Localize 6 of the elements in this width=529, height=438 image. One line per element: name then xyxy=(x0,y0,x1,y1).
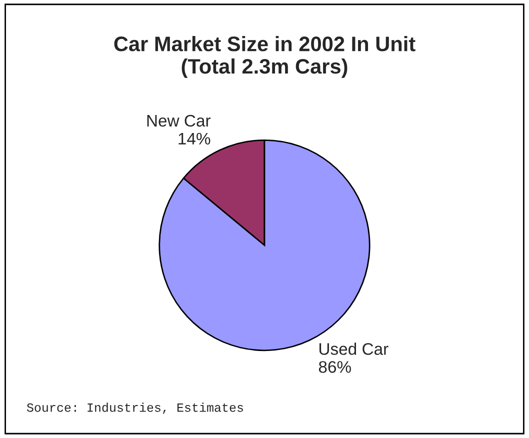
slice-label: New Car xyxy=(147,114,211,127)
slice-label: Used Car xyxy=(319,342,388,355)
data-label: 86% xyxy=(318,361,351,373)
source-note: Source: Industries, Estimates xyxy=(26,402,243,414)
chart-title: Car Market Size in 2002 In Unit (Total 2.3m Cars) xyxy=(114,36,416,78)
data-label: 14% xyxy=(178,132,210,145)
